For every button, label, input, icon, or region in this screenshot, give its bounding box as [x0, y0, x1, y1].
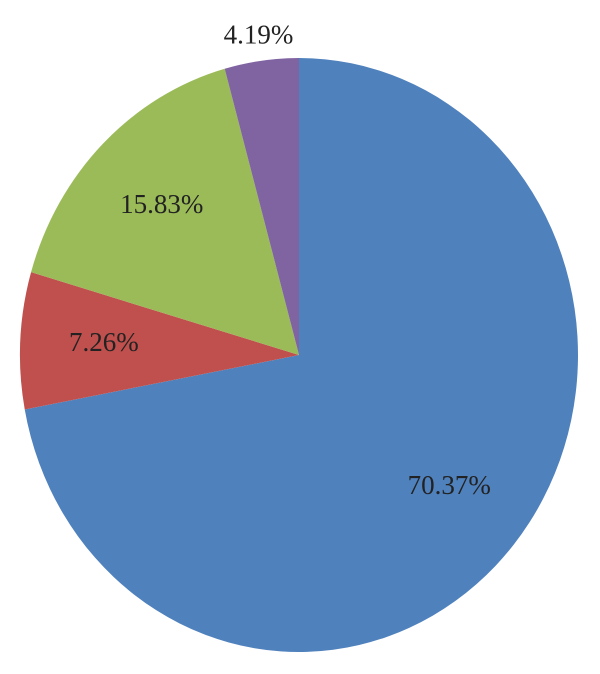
data-label: 7.26%: [69, 327, 139, 357]
pie-slice: [31, 68, 299, 356]
data-label: 15.83%: [120, 189, 203, 219]
data-label: 70.37%: [408, 470, 491, 500]
pie-slice: [224, 58, 299, 355]
pie-slice: [19, 272, 299, 410]
pie-slice: [24, 58, 579, 653]
data-label: 4.19%: [224, 19, 294, 49]
